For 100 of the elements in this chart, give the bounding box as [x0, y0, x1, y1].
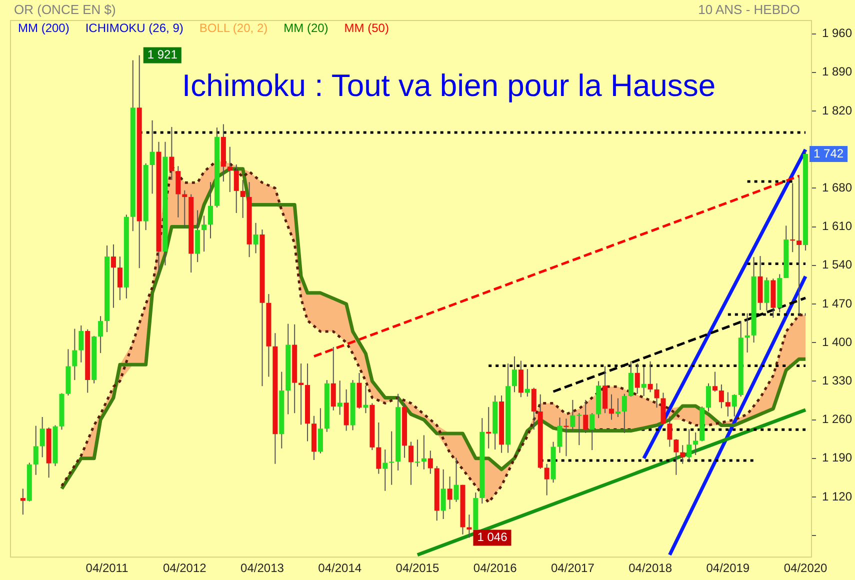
- candlestick: [454, 457, 459, 502]
- candlestick: [176, 166, 181, 218]
- candlestick: [298, 363, 304, 426]
- candlestick: [318, 408, 323, 454]
- candlestick: [744, 312, 750, 353]
- candlestick: [78, 324, 84, 363]
- candlestick: [150, 120, 155, 194]
- candlestick: [376, 422, 382, 474]
- candlestick: [615, 398, 620, 418]
- candlestick: [182, 190, 188, 228]
- candlestick: [195, 210, 200, 263]
- y-tick-label: 1 330: [822, 373, 852, 388]
- candlestick: [524, 368, 530, 398]
- x-tick-label: 04/2014: [318, 561, 362, 576]
- x-tick-label: 04/2011: [86, 561, 129, 576]
- candlestick: [590, 412, 595, 451]
- legend-label: MM (20): [284, 21, 328, 35]
- x-tick-label: 04/2012: [162, 561, 207, 576]
- y-tick-label: 1 260: [822, 412, 852, 426]
- x-tick-label: 04/2020: [784, 561, 828, 576]
- candlestick: [628, 360, 634, 398]
- legend-label: MM (200): [18, 21, 70, 35]
- candlestick: [40, 416, 45, 458]
- candlestick: [641, 366, 646, 397]
- candlestick: [344, 388, 349, 432]
- y-tick-label: 1 820: [822, 103, 852, 118]
- legend-label: ICHIMOKU (26, 9): [85, 21, 184, 35]
- candlestick: [732, 394, 737, 417]
- candlestick: [796, 174, 802, 315]
- annotation: 1 921: [147, 48, 178, 62]
- candlestick: [531, 387, 536, 430]
- chart-subtitle: OR (ONCE EN $): [14, 2, 116, 17]
- candlestick: [693, 432, 698, 456]
- y-tick-label: 1 120: [822, 489, 852, 504]
- candlestick: [227, 146, 232, 193]
- x-tick-label: 04/2019: [706, 561, 750, 576]
- candlestick: [706, 382, 712, 412]
- y-tick-label: 1 470: [822, 296, 852, 310]
- candlestick: [330, 346, 336, 411]
- y-tick-label: 1 540: [822, 258, 852, 272]
- candlestick: [208, 182, 213, 239]
- candlestick: [234, 164, 239, 214]
- legend-label: BOLL (20, 2): [199, 21, 268, 35]
- candlestick: [790, 182, 796, 253]
- candlestick: [718, 384, 724, 409]
- y-tick-label: 1 960: [822, 26, 852, 40]
- candlestick: [654, 382, 660, 408]
- candlestick: [622, 393, 627, 434]
- y-tick-label: 1 890: [822, 64, 852, 79]
- candlestick: [725, 392, 730, 417]
- candlestick: [253, 222, 258, 254]
- candlestick: [408, 441, 414, 486]
- candlestick: [564, 418, 569, 457]
- candlestick: [544, 463, 550, 496]
- candlestick: [634, 363, 640, 394]
- annotation: 1 046: [477, 530, 508, 544]
- candlestick: [414, 439, 420, 468]
- candlestick: [764, 276, 770, 312]
- text: 10 ANS - HEBDO: [698, 2, 800, 17]
- candlestick: [609, 394, 614, 420]
- candlestick: [712, 371, 718, 392]
- candlestick: [518, 360, 524, 398]
- candlestick: [583, 399, 588, 434]
- candlestick: [557, 417, 562, 454]
- candlestick: [202, 215, 207, 252]
- candlestick: [382, 449, 388, 492]
- x-tick-label: 04/2018: [628, 561, 672, 576]
- candlestick: [440, 468, 446, 520]
- text: Ichimoku : Tout va bien pour la Hausse: [182, 68, 716, 104]
- candlestick: [72, 328, 78, 381]
- candlestick: [428, 450, 433, 474]
- candlestick: [389, 430, 394, 486]
- candlestick: [680, 444, 686, 464]
- candlestick: [667, 416, 672, 448]
- candlestick: [447, 476, 452, 510]
- candlestick: [648, 360, 653, 393]
- candlestick: [110, 244, 116, 308]
- candlestick: [169, 126, 174, 180]
- candlestick: [363, 385, 368, 414]
- y-tick-label: 1 400: [822, 334, 852, 349]
- x-tick-label: 04/2015: [396, 561, 440, 576]
- candlestick: [98, 316, 104, 354]
- candlestick: [117, 256, 122, 301]
- annotation: 1 742: [814, 146, 844, 160]
- x-tick-label: 04/2013: [240, 561, 284, 576]
- y-tick-label: 1 190: [822, 450, 852, 465]
- candlestick: [421, 434, 426, 470]
- candlestick: [20, 488, 26, 516]
- candlestick: [686, 428, 692, 463]
- candlestick: [337, 380, 342, 416]
- candlestick: [674, 438, 679, 476]
- candlestick: [486, 406, 492, 449]
- x-tick-label: 04/2017: [551, 561, 595, 576]
- candlestick: [512, 356, 517, 393]
- candlestick: [33, 425, 38, 476]
- x-tick-label: 04/2016: [473, 561, 518, 576]
- y-tick-label: 1 680: [822, 180, 852, 194]
- y-tick-label: 1 610: [822, 219, 852, 234]
- candlestick: [466, 514, 472, 538]
- legend-label: MM (50): [344, 21, 389, 35]
